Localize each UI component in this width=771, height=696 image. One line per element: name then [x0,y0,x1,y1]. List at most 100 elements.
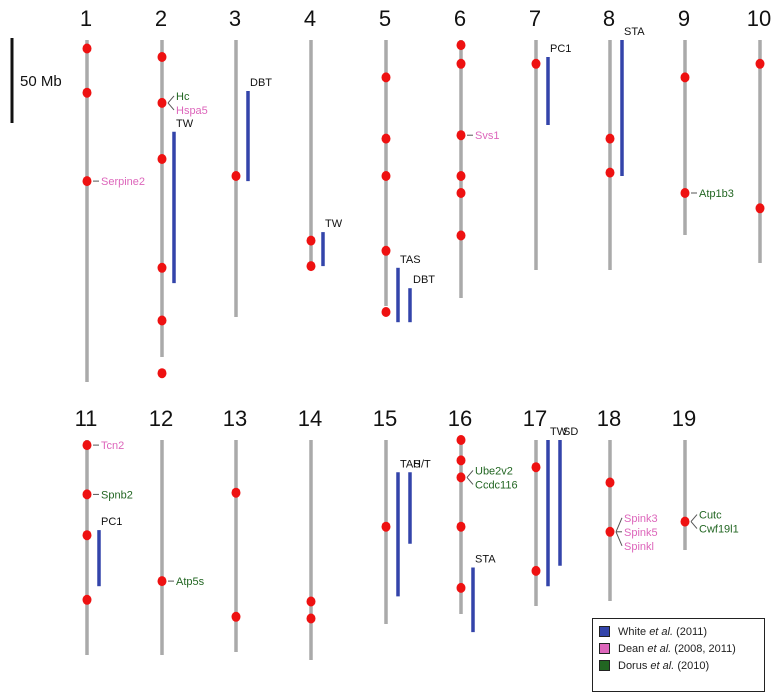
region-label: PC1 [550,43,571,55]
legend-swatch-dorus [599,660,610,671]
region-label: PC1 [101,516,122,528]
gene-label: Atp1b3 [699,188,734,200]
gene-label: Serpine2 [101,176,145,188]
locus-marker [381,72,391,83]
locus-marker [605,477,615,488]
chromosome-9: 9 Atp1b3 [678,6,734,235]
legend-author: Dorus [618,659,648,672]
chromosome-11: 11 PC1 Tcn2 Spnb2 [75,406,133,655]
gene-label: Svs1 [475,130,499,142]
legend-etal: et al. [649,625,674,638]
locus-marker [82,440,92,451]
chromosome-7: 7 PC1 [529,6,571,270]
legend-year: (2011) [676,625,708,638]
locus-marker [306,261,316,272]
region-label: STA [624,26,645,38]
locus-marker [605,167,615,178]
gene-label: Ccdc116 [475,479,518,491]
legend-etal: et al. [650,659,675,672]
locus-marker [157,97,167,108]
locus-marker [82,176,92,187]
legend: White et al. (2011) Dean et al. (2008, 2… [592,618,765,692]
chromosome-number: 7 [529,6,541,31]
locus-marker [456,171,466,181]
legend-item-dean: Dean et al. (2008, 2011) [599,640,764,657]
chromosome-19: 19 Cutc Cwf19l1 [672,406,739,550]
locus-marker [680,188,690,198]
chromosome-8: 8 STA [603,6,645,270]
region-label: TW [325,218,343,230]
region-label: DBT [413,274,435,286]
gene-connector [167,102,175,111]
chromosome-number: 11 [75,406,98,431]
gene-label: Spink3 [624,513,658,525]
gene-label: Spinkl [624,541,654,553]
chromosome-number: 8 [603,6,615,31]
legend-year: (2008, 2011) [674,642,736,655]
locus-marker [157,368,167,379]
locus-marker [157,154,167,164]
chromosome-number: 10 [747,6,771,31]
locus-marker [381,171,391,181]
locus-marker [306,596,316,607]
legend-author: Dean [618,642,645,655]
gene-label: Spnb2 [101,489,133,501]
chromosome-number: 13 [223,406,247,431]
chromosome-number: 18 [597,406,621,431]
locus-marker [231,487,241,498]
chromosome-number: 1 [80,6,92,31]
locus-marker [456,435,466,445]
locus-marker [456,521,466,532]
region-label: H/T [413,458,431,470]
chromosome-number: 3 [229,6,241,31]
chromosomes: 1Serpine22TWHcHspa53DBT4TW5TASDBT6Svs17P… [75,6,771,660]
chromosome-number: 9 [678,6,690,31]
locus-marker [157,52,167,62]
locus-marker [456,455,466,466]
locus-marker [456,472,466,483]
chromosome-13: 13 [223,406,247,652]
scale-bar-label: 50 Mb [20,73,62,90]
locus-marker [605,526,615,537]
gene-connector [466,470,474,478]
locus-marker [531,462,541,473]
chromosome-number: 14 [298,406,322,431]
locus-marker [531,58,541,69]
chromosome-1: 1 Serpine2 [80,6,145,382]
gene-label: Atp5s [176,576,205,588]
legend-year: (2010) [677,659,710,672]
gene-connector [690,514,698,522]
chromosome-10: 10 [747,6,771,263]
locus-marker [82,594,92,605]
gene-label: Cwf19l1 [699,524,739,536]
chromosome-5: 5 TAS DBT [379,6,435,323]
chromosome-12: 12 Atp5s [149,406,205,655]
gene-label: Hc [176,91,190,103]
chromosome-number: 19 [672,406,696,431]
locus-marker [605,133,615,144]
legend-etal: et al. [647,642,672,655]
locus-marker [82,530,92,541]
chromosome-number: 16 [448,406,472,431]
locus-marker [157,315,167,326]
chromosome-number: 12 [149,406,173,431]
region-label: TW [550,426,568,438]
gene-label: Ube2v2 [475,465,513,477]
chromosome-2: 2 TW Hc Hspa5 [155,6,208,379]
chromosome-number: 4 [304,6,316,31]
locus-marker [231,171,241,181]
chromosome-number: 6 [454,6,466,31]
legend-swatch-dean [599,643,610,654]
chromosome-4: 4 TW [304,6,343,272]
locus-marker [82,43,92,54]
region-label: TW [176,118,194,130]
locus-marker [755,58,765,69]
locus-marker [82,87,92,98]
locus-marker [755,203,765,214]
locus-marker [231,611,241,622]
region-label: STA [475,554,496,566]
gene-label: Tcn2 [101,440,124,452]
locus-marker [680,72,690,83]
